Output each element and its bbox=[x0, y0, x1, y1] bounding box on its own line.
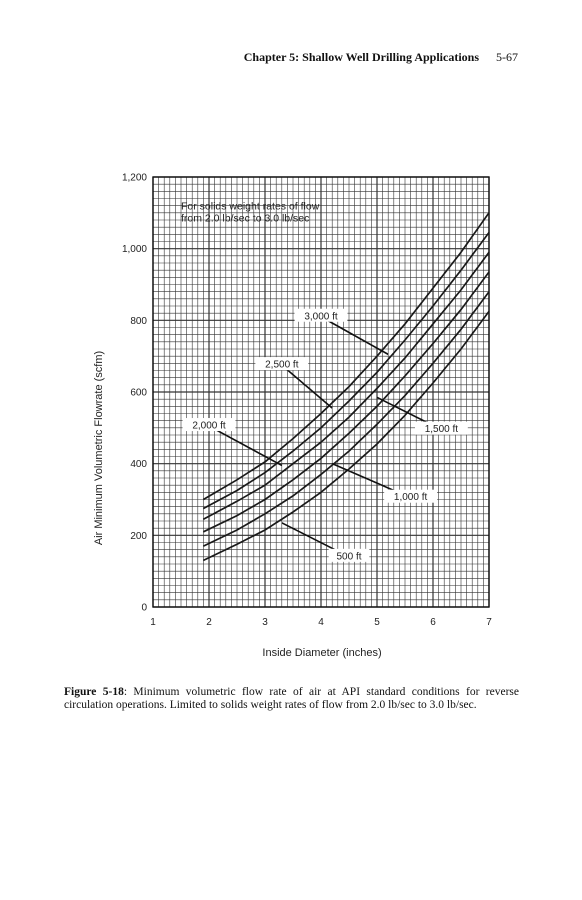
series-line-1000ft bbox=[203, 291, 490, 547]
series-line-3000ft bbox=[202, 212, 490, 501]
series-line-2000ft bbox=[203, 251, 490, 520]
x-tick-label: 3 bbox=[262, 617, 268, 628]
y-tick-label: 400 bbox=[130, 459, 147, 470]
y-tick-label: 0 bbox=[141, 603, 147, 614]
annotation-label: 1,000 ft bbox=[394, 492, 428, 503]
x-tick-label: 4 bbox=[318, 617, 324, 628]
series-line-2500ft bbox=[202, 231, 490, 510]
y-tick-label: 600 bbox=[130, 388, 147, 399]
chart-note-line: For solids weight rates of flow bbox=[181, 200, 320, 212]
x-tick-label: 5 bbox=[374, 617, 380, 628]
annotation-label-bg bbox=[328, 548, 370, 562]
annotation-label: 3,000 ft bbox=[304, 311, 338, 322]
annotation-label-bg bbox=[255, 357, 309, 371]
x-tick-label: 6 bbox=[430, 617, 436, 628]
page-number: 5-67 bbox=[496, 50, 518, 64]
caption-text: : Minimum volumetric flow rate of air at… bbox=[64, 686, 519, 711]
series-lines bbox=[202, 212, 490, 562]
annotation-label: 2,000 ft bbox=[192, 421, 226, 432]
annotation-leader bbox=[281, 364, 333, 409]
annotation-label: 500 ft bbox=[336, 551, 361, 562]
annotation-label-bg bbox=[415, 421, 468, 435]
axes: 1 2 3 4 5 6 7 0 200 400 600 800 1,000 1,200 bbox=[122, 173, 492, 629]
annotation-label: 1,500 ft bbox=[425, 424, 459, 435]
annotation-leader bbox=[208, 425, 283, 467]
chart-note-line: from 2.0 lb/sec to 3.0 lb/sec bbox=[181, 212, 309, 224]
figure-caption: Figure 5-18: Minimum volumetric flow rat… bbox=[64, 686, 519, 712]
figure-label: Figure 5-18 bbox=[64, 686, 124, 698]
x-tick-label: 7 bbox=[486, 617, 492, 628]
y-tick-label: 1,000 bbox=[122, 244, 147, 255]
annotation-leader bbox=[320, 316, 389, 356]
series-line-1500ft bbox=[203, 271, 490, 533]
x-tick-label: 1 bbox=[150, 617, 156, 628]
y-tick-label: 1,200 bbox=[122, 173, 147, 184]
x-axis-label: Inside Diameter (inches) bbox=[262, 647, 381, 659]
annotation-label-bg bbox=[294, 308, 348, 322]
annotation-label-bg bbox=[384, 489, 437, 503]
annotation-label: 2,500 ft bbox=[265, 360, 299, 371]
y-tick-label: 800 bbox=[130, 316, 147, 327]
x-tick-label: 2 bbox=[206, 617, 212, 628]
series-line-500ft bbox=[203, 310, 490, 562]
annotation-label-bg bbox=[182, 418, 236, 432]
page-header: Chapter 5: Shallow Well Drilling Applica… bbox=[244, 50, 518, 65]
y-tick-label: 200 bbox=[130, 531, 147, 542]
curve-annotations: 3,000 ft 2,500 ft 2,000 ft 1,500 ft 1,000 ft… bbox=[182, 308, 468, 562]
chapter-title: Chapter 5: Shallow Well Drilling Applica… bbox=[243, 50, 479, 64]
y-axis-label: Air Minimum Volumetric Flowrate (scfm) bbox=[93, 351, 105, 545]
flowrate-chart: 1 2 3 4 5 6 7 0 200 400 600 800 1,000 1,200 For solid… bbox=[93, 173, 492, 660]
plot-frame bbox=[152, 176, 490, 608]
